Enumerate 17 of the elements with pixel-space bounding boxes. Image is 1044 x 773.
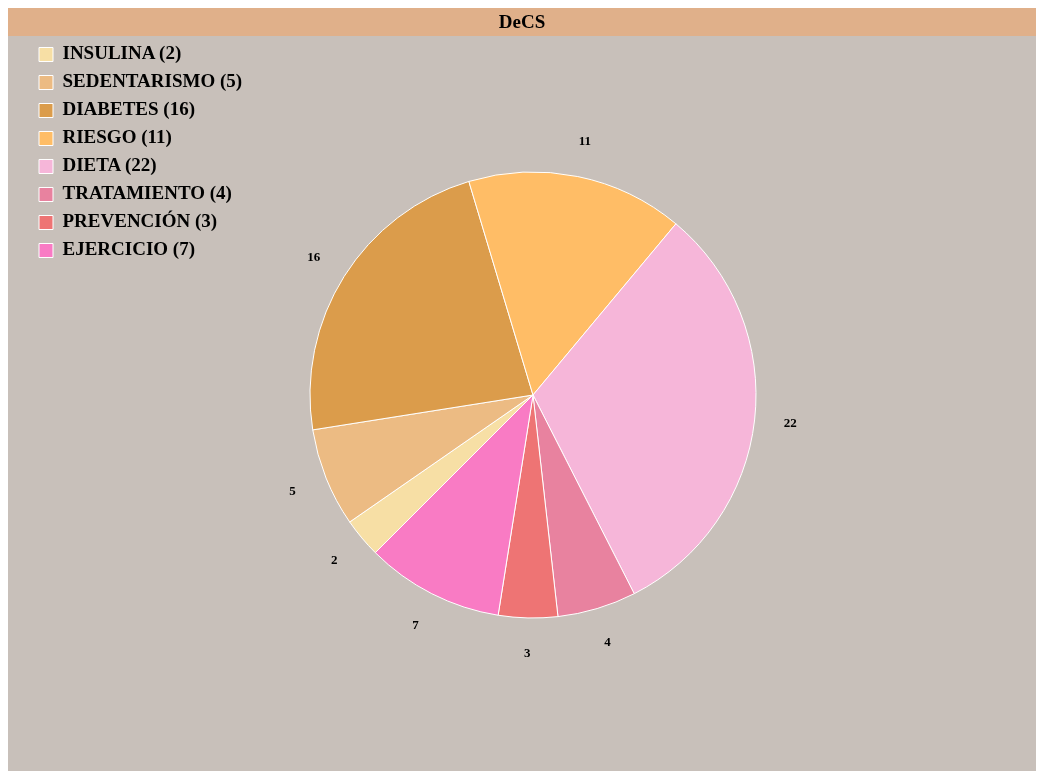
- data-label: 7: [412, 617, 420, 633]
- legend-label: TRATAMIENTO (4): [62, 182, 232, 205]
- legend-label: SEDENTARISMO (5): [62, 70, 243, 93]
- data-label: 4: [604, 634, 612, 650]
- legend-label: EJERCICIO (7): [62, 238, 195, 261]
- data-label: 11: [578, 132, 592, 148]
- data-label: 22: [783, 415, 797, 431]
- legend-label: RIESGO (11): [62, 126, 172, 149]
- legend-label: PREVENCIÓN (3): [62, 210, 218, 233]
- data-label: 16: [307, 248, 321, 264]
- legend-label: DIETA (22): [62, 154, 157, 177]
- chart-title: DeCS: [8, 8, 1036, 36]
- legend-label: DIABETES (16): [62, 98, 195, 121]
- data-label: 2: [330, 552, 338, 568]
- data-label: 3: [523, 645, 531, 661]
- legend-label: INSULINA (2): [62, 42, 182, 65]
- data-label: 5: [289, 482, 297, 498]
